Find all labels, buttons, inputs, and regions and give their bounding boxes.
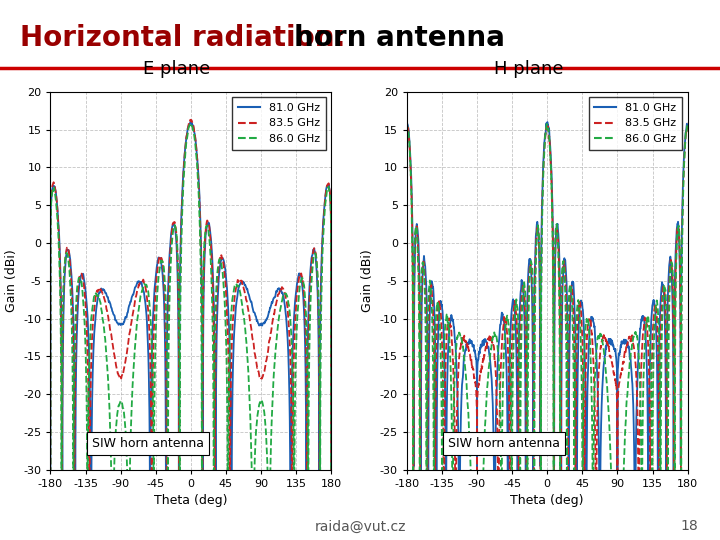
Text: SIW horn antenna: SIW horn antenna [449,437,560,450]
Text: Horizontal radiation:: Horizontal radiation: [20,24,356,52]
Y-axis label: Gain (dBi): Gain (dBi) [5,249,18,312]
X-axis label: Theta (deg): Theta (deg) [510,495,584,508]
Text: SIW horn antenna: SIW horn antenna [92,437,204,450]
Bar [33,511,42,530]
Y-axis label: Gain (dBi): Gain (dBi) [361,249,374,312]
X-axis label: Theta (deg): Theta (deg) [154,495,228,508]
Text: horn antenna: horn antenna [294,24,505,52]
Text: E plane: E plane [143,60,210,78]
Legend: 81.0 GHz, 83.5 GHz, 86.0 GHz: 81.0 GHz, 83.5 GHz, 86.0 GHz [589,97,682,150]
Bar [24,501,52,512]
Text: raida@vut.cz: raida@vut.cz [314,519,406,534]
Legend: 81.0 GHz, 83.5 GHz, 86.0 GHz: 81.0 GHz, 83.5 GHz, 86.0 GHz [233,97,325,150]
Text: 18: 18 [680,519,698,534]
Text: H plane: H plane [495,60,564,78]
